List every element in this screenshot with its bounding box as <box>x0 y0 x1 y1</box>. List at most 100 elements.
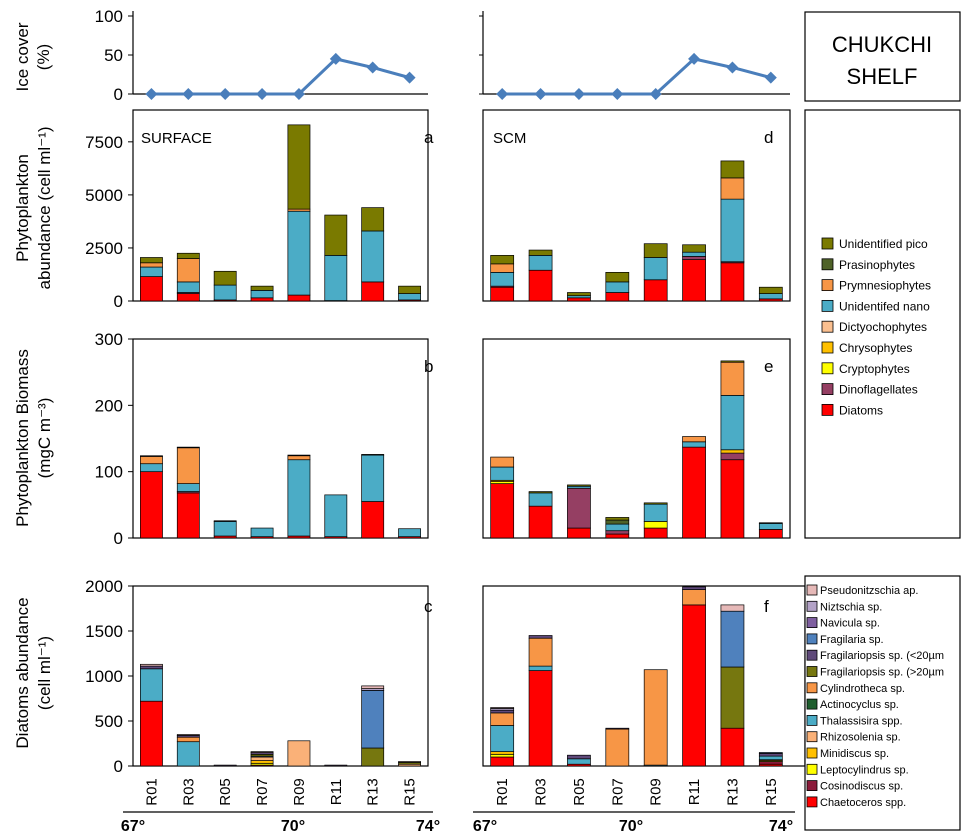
ice-left-ytick-label: 0 <box>114 85 123 104</box>
panel-d-bar-R15 <box>758 286 783 294</box>
panel-b-ytick-label: 300 <box>95 330 123 349</box>
panel-a-ytick-label: 5000 <box>85 186 123 205</box>
panel-b-bar-R05 <box>213 520 237 522</box>
panel-c-bar-R03 <box>176 736 200 743</box>
panel-b-bar-R13 <box>361 501 385 539</box>
panel-f-bar-R03 <box>528 637 553 667</box>
panel-e-bar-R13 <box>720 449 745 454</box>
station-label-left-R09: R09 <box>291 778 308 806</box>
panel-c-ytick-label: 500 <box>95 712 123 731</box>
legend-swatch-diatoms <box>806 747 818 759</box>
legend-diatoms-box <box>804 575 961 831</box>
panel-letter-b: b <box>424 357 433 376</box>
legend-swatch-diatoms <box>806 731 818 743</box>
panel-e-bar-R01 <box>490 483 515 539</box>
panel-e-bar-R13 <box>720 459 745 539</box>
ice-left-ytick-label: 100 <box>95 7 123 26</box>
biomass-ylabel-line1: Phytoplankton Biomass <box>13 349 32 527</box>
legend-label-phyto: Dinoflagellates <box>839 383 918 397</box>
panel-f-bar-R15 <box>758 761 783 765</box>
panel-e-bar-R09 <box>643 527 668 539</box>
panel-d-bar-R03 <box>528 249 553 256</box>
panel-e-bar-R07 <box>605 519 630 525</box>
legend-swatch-phyto <box>821 362 834 375</box>
legend-swatch-diatoms <box>806 666 818 677</box>
panel-b-bar-R09 <box>287 454 311 457</box>
panel-frame-d <box>482 109 791 302</box>
panel-f-bar-R01 <box>490 712 515 726</box>
biomass-ylabel-line2: (mgC m⁻³) <box>35 398 54 479</box>
panel-a-bar-R09 <box>287 294 311 302</box>
legend-label-diatoms: Niztschia sp. <box>820 601 882 613</box>
panel-d-bar-R05 <box>567 292 591 297</box>
panel-f-bar-R03 <box>528 670 553 767</box>
panel-a-bar-R01 <box>140 257 163 264</box>
panel-f-bar-R01 <box>490 725 515 752</box>
text-layer: CHUKCHI SHELF Ice cover (%) Phytoplankto… <box>13 11 961 835</box>
region-label-line2: SHELF <box>847 64 918 89</box>
legend-swatch-phyto <box>821 258 834 271</box>
panel-a-ytick-label: 0 <box>114 292 123 311</box>
panel-d-bar-R03 <box>528 255 553 271</box>
panel-d-bar-R01 <box>490 255 515 265</box>
panel-e-bar-R13 <box>720 361 745 396</box>
station-label-right-R01: R01 <box>494 778 511 806</box>
ice-left-data-point <box>256 88 269 100</box>
panel-b-bar-R07 <box>250 527 274 538</box>
depth-label-scm: SCM <box>493 130 526 147</box>
panel-f-bar-R09 <box>643 669 668 766</box>
legend-swatch-diatoms <box>806 682 818 694</box>
panel-d-bar-R09 <box>643 257 668 281</box>
panel-a-bar-R03 <box>176 252 200 259</box>
legend-swatch-diatoms <box>806 715 818 726</box>
station-label-left-R11: R11 <box>328 779 345 805</box>
lat-label-right-70: 70° <box>619 818 643 835</box>
panel-f-bar-R13 <box>720 727 745 767</box>
station-label-left-R15: R15 <box>402 778 419 806</box>
panel-e-bar-R07 <box>605 530 630 535</box>
legend-label-diatoms: Actinocyclus sp. <box>820 699 899 711</box>
legend-swatch-diatoms <box>806 698 818 710</box>
panel-e-bar-R11 <box>682 446 706 539</box>
ice-left-ytick-label: 50 <box>104 46 123 65</box>
panel-a-bar-R11 <box>324 214 348 256</box>
panel-f-bar-R05 <box>567 758 591 765</box>
panel-letter-a: a <box>424 128 434 147</box>
panel-b-bar-R13 <box>361 454 385 502</box>
legend-label-phyto: Cryptophytes <box>839 362 910 376</box>
panel-c-bar-R15 <box>398 761 421 763</box>
panel-a-bar-R13 <box>361 230 385 283</box>
panel-e-bar-R05 <box>567 484 591 487</box>
station-label-right-R07: R07 <box>609 778 626 806</box>
panel-d-bar-R11 <box>682 256 706 260</box>
panel-e-bar-R15 <box>758 523 783 530</box>
legend-swatch-phyto <box>821 403 834 416</box>
panel-letter-d: d <box>764 128 773 147</box>
legend-label-diatoms: Minidiscus sp. <box>820 748 889 760</box>
station-label-left-R01: R01 <box>143 778 160 806</box>
panel-a-bar-R11 <box>324 255 348 301</box>
legend-swatch-diatoms <box>806 649 818 661</box>
panel-f-bar-R11 <box>682 586 706 590</box>
panel-f-bar-R13 <box>720 610 745 668</box>
panel-c-ytick-label: 1000 <box>85 667 123 686</box>
legend-label-diatoms: Thalassisira spp. <box>820 715 903 727</box>
panel-c-bar-R01 <box>140 700 163 767</box>
ice-left-data-point <box>219 88 232 100</box>
panel-e-bar-R01 <box>490 466 515 481</box>
panel-b-bar-R15 <box>398 528 421 538</box>
panel-f-bar-R13 <box>720 604 745 612</box>
panel-a-bar-R03 <box>176 281 200 293</box>
panel-a-bar-R03 <box>176 258 200 283</box>
legend-label-diatoms: Pseudonitzschia ap. <box>820 585 918 597</box>
station-label-left-R07: R07 <box>254 778 271 806</box>
panel-b-bar-R01 <box>140 463 163 473</box>
panel-letter-c: c <box>424 597 433 616</box>
ice-right-data-point <box>496 88 509 100</box>
panel-e-bar-R03 <box>528 492 553 507</box>
panel-a-ytick-label: 7500 <box>85 133 123 152</box>
panel-d-bar-R13 <box>720 198 745 263</box>
ice-ylabel-line1: Ice cover <box>13 22 32 91</box>
panel-f-bar-R13 <box>720 666 745 729</box>
